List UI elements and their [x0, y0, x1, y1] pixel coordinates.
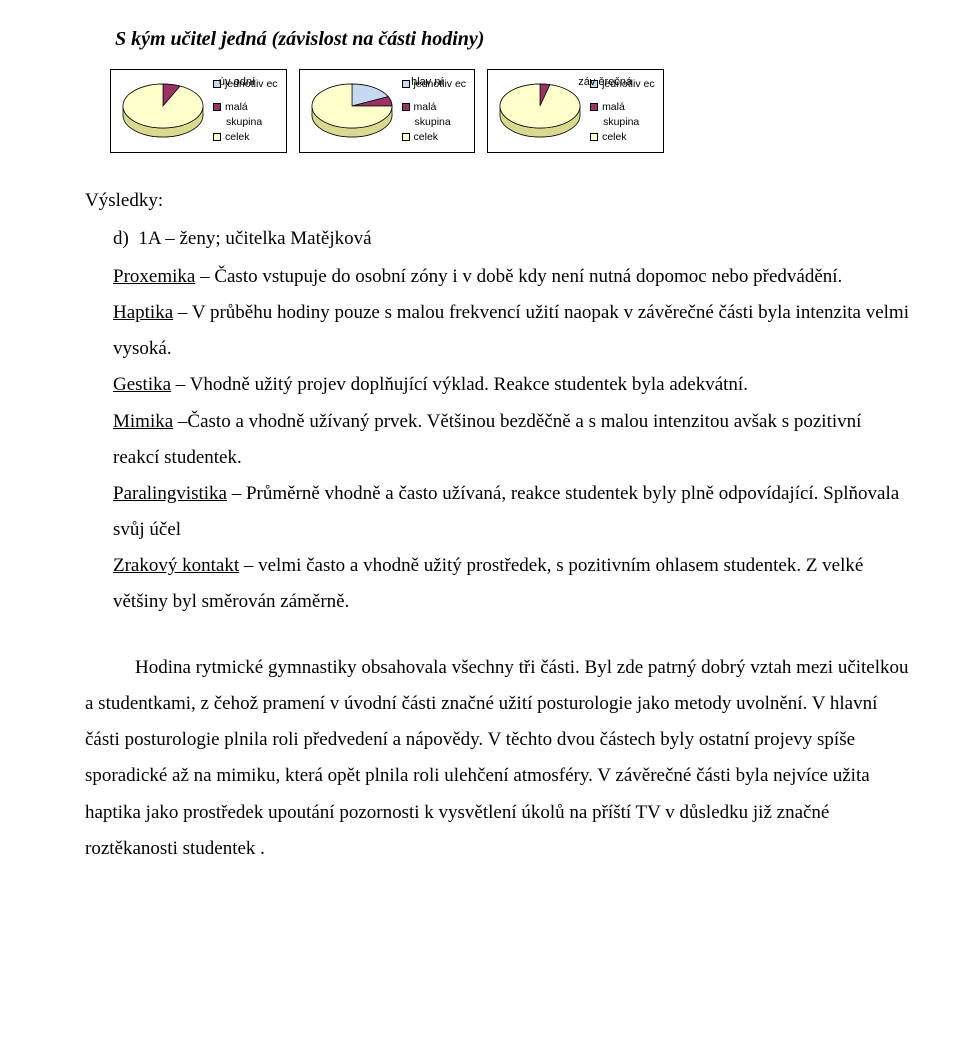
charts-row: úv odníjednotliv ecmaláskupinacelekhlav … — [110, 69, 910, 153]
legend-item: celek — [213, 130, 278, 144]
legend-item: celek — [590, 130, 655, 144]
legend-item: malá — [213, 100, 278, 114]
chart-label: hlav ní — [411, 76, 443, 88]
body-text: Výsledky: d) 1A – ženy; učitelka Matějko… — [85, 183, 910, 867]
list-item: d) 1A – ženy; učitelka Matějková — [113, 221, 910, 257]
paragraph-2: Hodina rytmické gymnastiky obsahovala vš… — [85, 650, 910, 867]
chart-card: hlav níjednotliv ecmaláskupinacelek — [299, 69, 476, 153]
chart-card: úv odníjednotliv ecmaláskupinacelek — [110, 69, 287, 153]
legend-label: skupina — [226, 115, 278, 129]
legend-label: skupina — [415, 115, 467, 129]
legend-label: celek — [602, 130, 627, 144]
legend-item: celek — [402, 130, 467, 144]
legend-label: celek — [225, 130, 250, 144]
pie-chart: hlav ní — [306, 76, 398, 146]
legend-label: malá — [225, 100, 248, 114]
legend-label: malá — [414, 100, 437, 114]
paragraph-1: Proxemika – Často vstupuje do osobní zón… — [113, 259, 910, 620]
legend-label: celek — [414, 130, 439, 144]
chart-label: úv odní — [219, 76, 255, 88]
legend-item: malá — [402, 100, 467, 114]
results-heading: Výsledky: — [85, 183, 910, 219]
chart-card: záv ěrečnájednotliv ecmaláskupinacelek — [487, 69, 664, 153]
pie-chart: záv ěrečná — [494, 76, 586, 146]
chart-label: záv ěrečná — [578, 76, 632, 88]
page-title: S kým učitel jedná (závislost na části h… — [115, 28, 910, 51]
legend-label: skupina — [603, 115, 655, 129]
legend-label: malá — [602, 100, 625, 114]
pie-chart: úv odní — [117, 76, 209, 146]
legend-item: malá — [590, 100, 655, 114]
